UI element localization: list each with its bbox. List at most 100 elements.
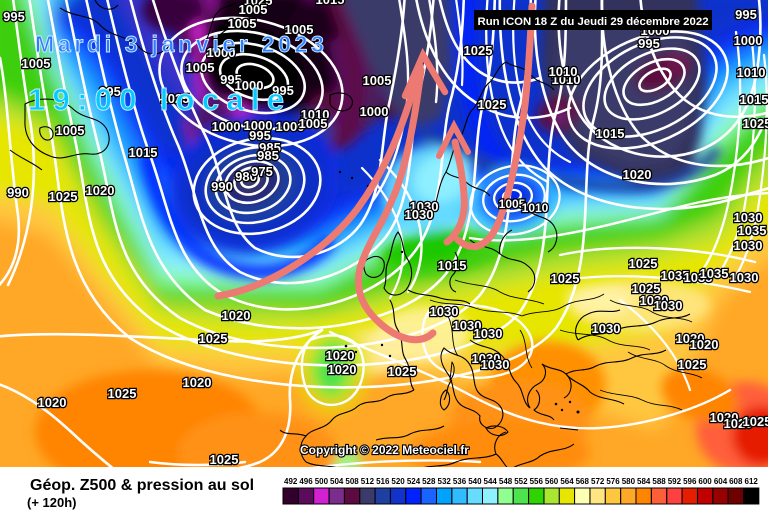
svg-text:1025: 1025 xyxy=(629,256,658,271)
svg-text:1025: 1025 xyxy=(464,43,493,58)
svg-text:1025: 1025 xyxy=(210,452,239,467)
svg-text:1020: 1020 xyxy=(38,395,67,410)
svg-text:1010: 1010 xyxy=(549,64,578,79)
svg-text:500: 500 xyxy=(315,477,329,486)
svg-text:560: 560 xyxy=(545,477,559,486)
svg-text:Mardi 3 janvier 2023: Mardi 3 janvier 2023 xyxy=(35,31,328,57)
svg-text:990: 990 xyxy=(7,185,29,200)
svg-text:1010: 1010 xyxy=(522,201,549,215)
svg-text:536: 536 xyxy=(453,477,467,486)
svg-text:1025: 1025 xyxy=(743,116,768,131)
svg-text:1020: 1020 xyxy=(690,337,719,352)
svg-text:1035: 1035 xyxy=(738,223,767,238)
svg-text:564: 564 xyxy=(560,477,574,486)
svg-text:1005: 1005 xyxy=(22,56,51,71)
svg-text:1030: 1030 xyxy=(453,318,482,333)
svg-text:528: 528 xyxy=(422,477,436,486)
svg-text:608: 608 xyxy=(729,477,743,486)
svg-text:576: 576 xyxy=(606,477,620,486)
svg-text:1005: 1005 xyxy=(186,60,215,75)
svg-text:1000: 1000 xyxy=(212,119,241,134)
svg-text:995: 995 xyxy=(220,72,242,87)
svg-text:1005: 1005 xyxy=(299,116,328,131)
svg-text:496: 496 xyxy=(299,477,313,486)
svg-text:1030: 1030 xyxy=(734,238,763,253)
svg-text:1020: 1020 xyxy=(676,331,705,346)
svg-text:568: 568 xyxy=(576,477,590,486)
svg-text:995: 995 xyxy=(272,83,294,98)
svg-text:1005: 1005 xyxy=(363,73,392,88)
svg-text:1020: 1020 xyxy=(326,348,355,363)
svg-text:592: 592 xyxy=(668,477,682,486)
svg-text:596: 596 xyxy=(683,477,697,486)
svg-text:975: 975 xyxy=(251,164,273,179)
svg-text:588: 588 xyxy=(652,477,666,486)
svg-text:(+ 120h): (+ 120h) xyxy=(27,495,77,510)
svg-text:516: 516 xyxy=(376,477,390,486)
svg-text:600: 600 xyxy=(698,477,712,486)
svg-text:1030: 1030 xyxy=(730,270,759,285)
svg-text:1025: 1025 xyxy=(551,271,580,286)
svg-text:995: 995 xyxy=(3,9,25,24)
svg-text:508: 508 xyxy=(345,477,359,486)
svg-text:Run ICON 18 Z du Jeudi 29 déce: Run ICON 18 Z du Jeudi 29 décembre 2022 xyxy=(477,16,708,28)
svg-text:1015: 1015 xyxy=(129,145,158,160)
svg-text:1030: 1030 xyxy=(481,357,510,372)
svg-text:995: 995 xyxy=(735,7,757,22)
svg-text:1000: 1000 xyxy=(734,33,763,48)
svg-text:1025: 1025 xyxy=(388,364,417,379)
svg-text:995: 995 xyxy=(99,84,121,99)
svg-text:572: 572 xyxy=(591,477,605,486)
svg-text:995: 995 xyxy=(249,128,271,143)
svg-text:580: 580 xyxy=(622,477,636,486)
svg-text:1020: 1020 xyxy=(328,362,357,377)
svg-text:1015: 1015 xyxy=(438,258,467,273)
svg-text:552: 552 xyxy=(514,477,528,486)
svg-text:1035: 1035 xyxy=(661,268,690,283)
svg-text:1030: 1030 xyxy=(734,210,763,225)
svg-text:1025: 1025 xyxy=(161,91,190,106)
svg-text:1030: 1030 xyxy=(592,321,621,336)
svg-text:1000: 1000 xyxy=(360,104,389,119)
svg-text:520: 520 xyxy=(391,477,405,486)
svg-text:1015: 1015 xyxy=(596,126,625,141)
svg-text:995: 995 xyxy=(638,36,660,51)
svg-text:19:00 locale: 19:00 locale xyxy=(28,82,291,117)
svg-text:1000: 1000 xyxy=(276,119,305,134)
svg-text:1025: 1025 xyxy=(108,386,137,401)
svg-text:1025: 1025 xyxy=(244,0,273,8)
svg-text:1030: 1030 xyxy=(640,293,669,308)
svg-text:524: 524 xyxy=(407,477,421,486)
svg-text:1025: 1025 xyxy=(632,281,661,296)
svg-text:Géop. Z500 & pression au sol: Géop. Z500 & pression au sol xyxy=(30,477,254,494)
svg-text:612: 612 xyxy=(745,477,759,486)
svg-text:1000: 1000 xyxy=(207,45,236,60)
svg-text:1015: 1015 xyxy=(740,92,768,107)
svg-text:548: 548 xyxy=(499,477,513,486)
svg-text:1030: 1030 xyxy=(405,207,434,222)
svg-text:1030: 1030 xyxy=(410,199,439,214)
svg-text:1005: 1005 xyxy=(285,22,314,37)
svg-text:1020: 1020 xyxy=(222,308,251,323)
svg-text:584: 584 xyxy=(637,477,651,486)
svg-text:604: 604 xyxy=(714,477,728,486)
svg-text:1030: 1030 xyxy=(474,326,503,341)
svg-text:1025: 1025 xyxy=(199,331,228,346)
svg-text:1010: 1010 xyxy=(301,107,330,122)
svg-text:1015: 1015 xyxy=(316,0,345,7)
svg-text:1025: 1025 xyxy=(49,189,78,204)
svg-text:1020: 1020 xyxy=(623,167,652,182)
svg-text:556: 556 xyxy=(530,477,544,486)
svg-text:1010: 1010 xyxy=(737,65,766,80)
svg-text:1025: 1025 xyxy=(478,97,507,112)
svg-text:1020: 1020 xyxy=(86,183,115,198)
svg-text:1020: 1020 xyxy=(183,375,212,390)
svg-text:1020: 1020 xyxy=(724,416,753,431)
svg-text:1025: 1025 xyxy=(678,357,707,372)
svg-text:1010: 1010 xyxy=(552,72,581,87)
svg-text:532: 532 xyxy=(438,477,452,486)
svg-text:1030: 1030 xyxy=(654,298,683,313)
svg-text:985: 985 xyxy=(259,140,281,155)
svg-text:1005: 1005 xyxy=(228,16,257,31)
svg-text:1000: 1000 xyxy=(244,118,273,133)
